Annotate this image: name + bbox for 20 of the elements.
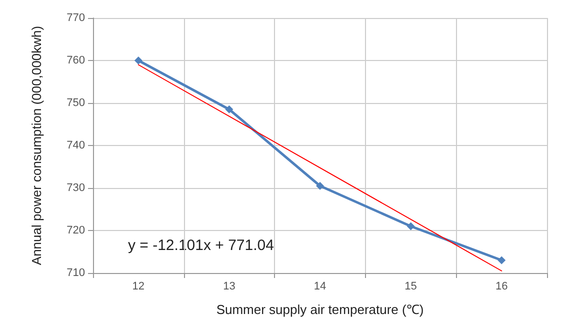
y-axis-title: Annual power consumption (000,000kwh) (29, 26, 44, 266)
point (406, 222, 415, 230)
point (316, 182, 324, 190)
y-tick-label: 720 (66, 224, 85, 236)
x-tick-label: 14 (314, 280, 326, 292)
x-tick-label: 16 (495, 280, 508, 292)
point (225, 105, 234, 114)
y-tick-label: 760 (66, 54, 85, 66)
point (498, 256, 506, 264)
y-tick-label: 730 (66, 182, 85, 194)
x-tick-label: 15 (404, 280, 417, 292)
x-axis-title: Summer supply air temperature (℃) (216, 302, 424, 317)
x-tick-label: 13 (223, 280, 236, 292)
y-tick-label: 740 (66, 140, 85, 152)
point (134, 56, 142, 64)
y-tick-label: 710 (66, 267, 85, 279)
y-tick-label: 770 (66, 12, 85, 24)
x-tick-label: 12 (132, 280, 145, 292)
annotation: y = -12.101x + 771.04 (128, 237, 274, 254)
y-tick-label: 750 (66, 97, 85, 109)
